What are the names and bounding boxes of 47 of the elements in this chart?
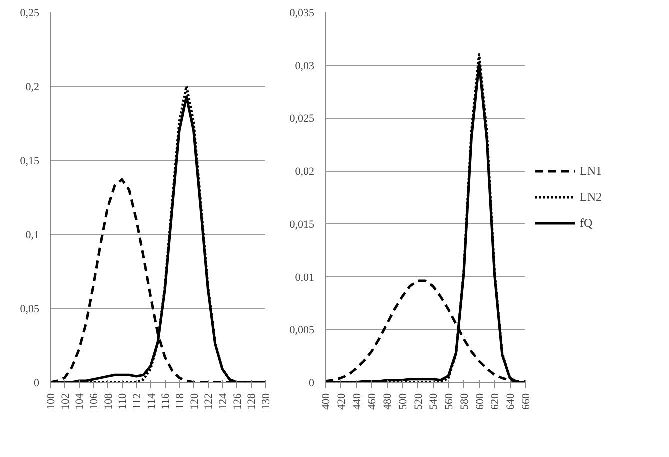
legend-label: fQ [580, 216, 594, 230]
x-tick-label: 440 [351, 393, 364, 410]
x-tick-label: 620 [490, 393, 502, 410]
x-tick-label: 108 [102, 393, 115, 410]
y-tick-label: 0,03 [295, 60, 315, 72]
x-tick-label: 118 [174, 393, 186, 410]
x-tick-label: 420 [336, 393, 348, 410]
x-tick-label: 102 [60, 394, 72, 410]
legend-label: LN1 [580, 164, 602, 178]
y-tick-label: 0,005 [290, 324, 315, 337]
x-tick-label: 500 [397, 393, 410, 410]
x-tick-label: 122 [203, 394, 216, 410]
y-tick-label: 0,035 [290, 8, 315, 20]
y-tick-label: 0,2 [26, 82, 40, 94]
x-tick-label: 120 [188, 393, 201, 410]
x-tick-label: 480 [382, 393, 394, 410]
x-tick-label: 600 [474, 393, 486, 410]
x-tick-label: 124 [218, 393, 230, 410]
x-tick-label: 560 [444, 393, 456, 410]
y-tick-label: 0,025 [290, 113, 315, 126]
y-tick-label: 0,15 [20, 156, 40, 168]
x-tick-label: 130 [260, 393, 272, 410]
y-tick-label: 0,05 [20, 304, 40, 316]
x-tick-label: 116 [160, 393, 172, 410]
x-tick-label: 110 [117, 393, 130, 410]
x-tick-label: 540 [428, 393, 440, 410]
x-tick-label: 104 [74, 393, 86, 410]
x-tick-label: 114 [146, 393, 158, 410]
x-tick-label: 520 [412, 393, 425, 410]
y-tick-label: 0 [309, 378, 315, 390]
x-tick-label: 580 [458, 393, 471, 410]
x-tick-label: 126 [232, 393, 244, 410]
x-tick-label: 112 [132, 394, 144, 410]
x-tick-label: 100 [46, 393, 58, 410]
x-tick-label: 660 [520, 393, 532, 410]
x-tick-label: 400 [320, 393, 332, 410]
legend-label: LN2 [580, 190, 602, 204]
y-tick-label: 0,25 [20, 8, 40, 20]
y-tick-label: 0,1 [26, 230, 40, 242]
x-tick-label: 128 [246, 393, 258, 410]
x-tick-label: 640 [505, 393, 518, 410]
y-tick-label: 0 [34, 378, 40, 390]
y-tick-label: 0,015 [290, 218, 315, 231]
x-tick-label: 106 [88, 393, 100, 410]
y-tick-label: 0,01 [295, 272, 314, 284]
y-tick-label: 0,02 [295, 166, 314, 178]
x-tick-label: 460 [366, 393, 379, 410]
